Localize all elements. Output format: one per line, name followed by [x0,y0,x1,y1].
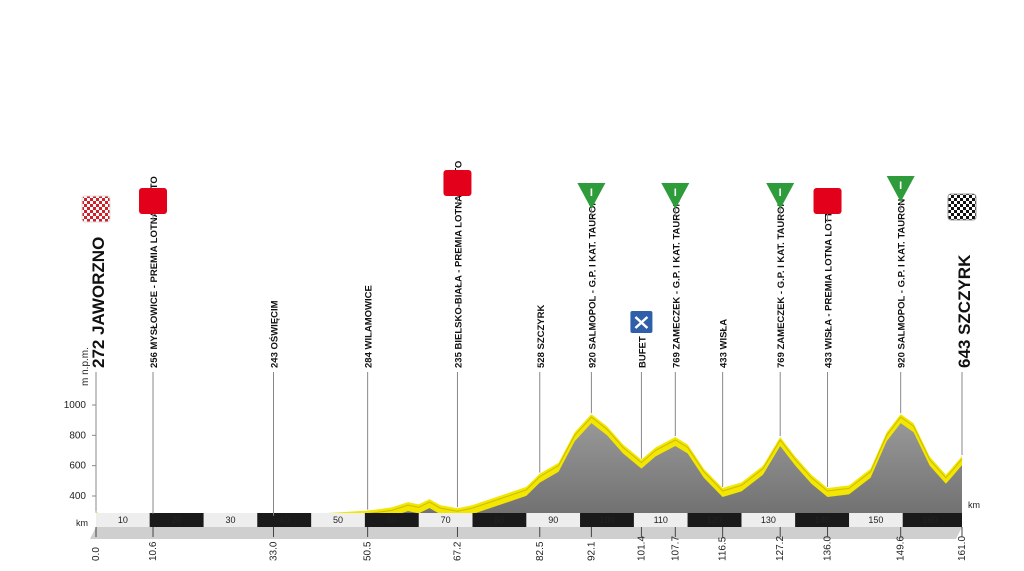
marker-distance: 161.0 [957,536,968,561]
terrain-area [95,414,963,526]
start-flag-icon [81,195,111,223]
x-tick-label: 140 [815,515,830,525]
marker-label: 433 WISŁA - PREMIA LOTNA LOTTO [824,205,835,368]
y-tick-label: 400 [69,491,86,502]
marker-distance: 33.0 [269,541,280,561]
x-tick-label: 150 [868,515,883,525]
marker-label: 235 BIELSKO-BIAŁA - PREMIA LOTNA LOTTO [453,161,464,368]
marker-distance: 107.7 [670,536,681,561]
climb-category: I [779,187,782,199]
marker-label: 433 WISŁA [719,319,730,368]
distance-segment [526,513,581,527]
distance-segment [96,513,150,527]
marker-label: 272 JAWORZNO [89,237,108,368]
terrain-fill [96,417,962,520]
x-tick-label: 20 [172,515,182,525]
sprint-icon [443,170,472,196]
climb-category: I [674,187,677,199]
climb-category: I [899,180,902,192]
marker-distance: 10.6 [148,541,159,561]
y-tick-label: 600 [69,461,86,472]
distance-segment [311,513,365,527]
marker-label: BUFET [637,336,648,368]
climb-category: I [590,187,593,199]
marker-distance: 136.0 [823,536,834,561]
x-tick-label: 160 [922,515,937,525]
sprint-icon [813,188,842,214]
x-tick-label: 70 [441,515,451,525]
distance-segment [418,513,473,527]
y-tick-label: 800 [69,430,86,441]
climb-icon [577,183,606,209]
marker-distance: 82.5 [535,541,546,561]
distance-segment [902,513,957,527]
marker-distance: 116.5 [718,536,729,561]
marker-distance: 101.4 [636,536,647,561]
x-tick-label: 100 [599,515,614,525]
marker-distance: 67.2 [452,541,463,561]
y-axis: m n.p.m. 400 600 800 1000 [64,347,97,513]
marker-label: 643 SZCZYRK [955,254,974,368]
distance-segment [257,513,312,527]
x-tick-label: 40 [279,515,289,525]
distance-segment [203,513,258,527]
climb-icon [766,183,795,209]
x-axis-unit-right: km [968,500,980,510]
x-tick-label: 90 [548,515,558,525]
marker-distance: 92.1 [586,541,597,561]
marker-label: 920 SALMOPOL - G.P. I KAT. TAURON [587,199,598,368]
marker-label: 284 WILAMOWICE [364,285,375,368]
distance-segment [741,513,796,527]
marker-distance: 149.6 [896,536,907,561]
marker-label: 528 SZCZYRK [536,305,547,368]
x-tick-label: 130 [761,515,776,525]
cutlery-icon [634,316,649,329]
distance-segment [849,513,903,527]
finish-flag-icon [947,193,977,221]
marker-distance: 0.0 [91,547,102,561]
sprint-icon [139,188,168,214]
distance-segment [795,513,850,527]
marker-label: 920 SALMOPOL - G.P. I KAT. TAURON [897,199,908,368]
route-markers: 272 JAWORZNO 0.0 256 MYSŁOWICE - PREMIA LO… [81,161,977,561]
marker-label: 256 MYSŁOWICE - PREMIA LOTNA LOTTO [149,176,160,368]
climb-icon [886,176,915,202]
x-axis-unit-left: km [76,518,88,528]
distance-bar-shadow [90,527,962,539]
x-tick-label: 50 [333,515,343,525]
x-tick-label: 30 [225,515,235,525]
distance-segment [633,513,688,527]
distance-segment [580,513,634,527]
distance-segment [687,513,742,527]
y-tick-label: 1000 [64,400,87,411]
y-axis-unit: m n.p.m. [80,347,91,386]
distance-segment [364,513,419,527]
marker-distance: 127.2 [775,536,786,561]
marker-label: 243 OŚWIĘCIM [269,300,281,368]
distance-segment [149,513,204,527]
marker-label: 769 ZAMECZEK - G.P. I KAT. TAURON [776,199,787,368]
x-tick-label: 10 [118,515,128,525]
distance-segment [472,513,527,527]
x-tick-label: 60 [387,515,397,525]
x-tick-label: 120 [707,515,722,525]
marker-label: 769 ZAMECZEK - G.P. I KAT. TAURON [671,199,682,368]
x-tick-label: 80 [494,515,504,525]
distance-bar: km km 10 20 30 40 50 60 70 80 90 100 110 120 130 140 1… [76,500,980,539]
climb-icon [661,183,690,209]
marker-distance: 50.5 [363,541,374,561]
x-tick-label: 110 [654,515,668,525]
